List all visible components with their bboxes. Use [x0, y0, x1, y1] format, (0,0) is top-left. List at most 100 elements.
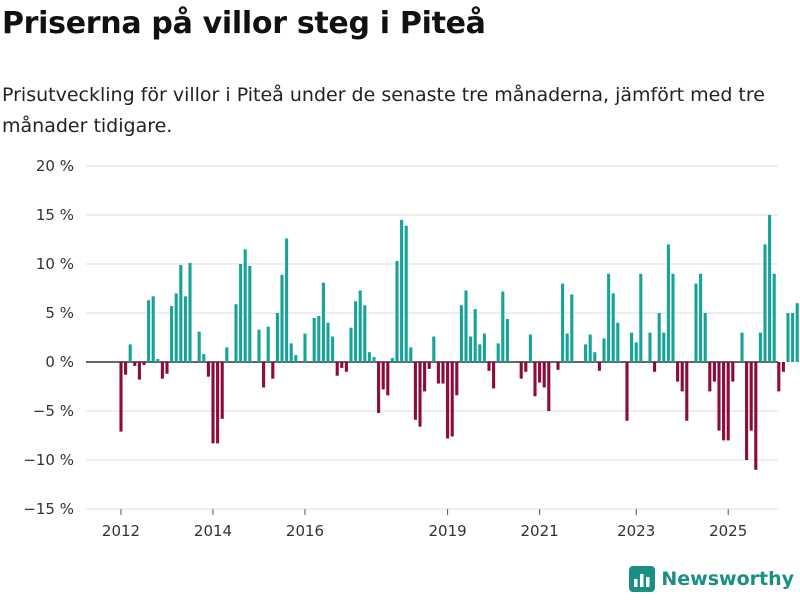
bar [248, 265, 252, 362]
bar [197, 331, 201, 362]
bar [653, 362, 657, 372]
bar [390, 358, 394, 362]
bar [492, 362, 496, 389]
bar [542, 362, 546, 388]
bar [137, 362, 141, 380]
x-tick-label: 2014 [194, 522, 232, 540]
bar [331, 336, 335, 362]
brand-logo[interactable]: Newsworthy [629, 566, 794, 592]
bar [386, 362, 390, 396]
bar [450, 362, 454, 437]
x-tick-label: 2019 [429, 522, 467, 540]
bar [473, 309, 477, 362]
bar [666, 244, 670, 362]
bar [685, 362, 689, 421]
bar [363, 305, 367, 362]
bar [119, 362, 123, 432]
bar [482, 333, 486, 362]
bar [418, 362, 422, 427]
bar [303, 333, 307, 362]
bar [584, 344, 588, 362]
bar [266, 326, 270, 362]
bar [561, 283, 565, 362]
bar [712, 362, 716, 382]
bar [202, 354, 206, 362]
x-tick-label: 2021 [521, 522, 559, 540]
bar [395, 261, 399, 362]
bar [271, 362, 275, 379]
bar [147, 300, 151, 362]
bar [275, 313, 279, 362]
bar [754, 362, 758, 470]
bar [469, 336, 473, 362]
bar [151, 296, 155, 362]
bar [528, 334, 532, 362]
bar [367, 352, 371, 362]
x-tick-label: 2016 [286, 522, 324, 540]
bar [758, 332, 762, 362]
bar [441, 362, 445, 384]
x-tick-label: 2025 [709, 522, 747, 540]
bar [432, 336, 436, 362]
bar [156, 359, 160, 362]
y-tick-label: 5 % [45, 304, 74, 322]
bar [436, 362, 440, 384]
bar [234, 304, 238, 362]
bar [625, 362, 629, 421]
page-subtitle: Prisutveckling för villor i Piteå under … [2, 84, 765, 137]
bar [607, 273, 611, 362]
bar [285, 238, 289, 362]
bar [505, 318, 509, 362]
bar [133, 362, 137, 366]
bar [409, 347, 413, 362]
bars [119, 215, 799, 470]
bar [344, 362, 348, 372]
bar [570, 294, 574, 362]
bar [547, 362, 551, 411]
bar [188, 263, 192, 362]
bar [763, 244, 767, 362]
bar [459, 305, 463, 362]
bar [128, 344, 132, 362]
bar [524, 362, 528, 372]
bar [404, 225, 408, 362]
bar-chart: 20 %15 %10 %5 %0 %−5 %−10 %−15 % 2012 201… [23, 157, 799, 540]
bar [326, 322, 330, 362]
bar [671, 273, 675, 362]
y-tick-label: 0 % [45, 353, 74, 371]
bar [630, 332, 634, 362]
bar [676, 362, 680, 382]
bar [216, 362, 220, 444]
bar [142, 362, 146, 365]
bar [487, 362, 491, 371]
bar [662, 332, 666, 362]
y-axis-ticks: 20 % 15 % 10 % 5 % 0 % −5 % −10 % −15 % [23, 157, 74, 518]
bar [795, 303, 799, 362]
bar [703, 313, 707, 362]
bar [280, 274, 284, 362]
bar [174, 293, 178, 362]
bar [225, 347, 229, 362]
bar [170, 306, 174, 362]
bar [321, 282, 325, 362]
x-tick-label: 2023 [617, 522, 655, 540]
bar [772, 273, 776, 362]
bar [335, 362, 339, 376]
bar [781, 362, 785, 372]
gridlines [86, 165, 778, 510]
bar [602, 338, 606, 362]
page-title: Priserna på villor steg i Piteå [2, 6, 486, 41]
bar [211, 362, 215, 444]
bar [423, 362, 427, 392]
y-tick-label: 15 % [36, 206, 74, 224]
bar [349, 327, 353, 362]
bar [124, 362, 128, 375]
bar [427, 362, 431, 369]
bar [257, 329, 261, 362]
bar [179, 264, 183, 362]
bar [455, 362, 459, 396]
bar [556, 362, 560, 370]
bar [165, 362, 169, 374]
bar [565, 333, 569, 362]
bar [597, 362, 601, 371]
